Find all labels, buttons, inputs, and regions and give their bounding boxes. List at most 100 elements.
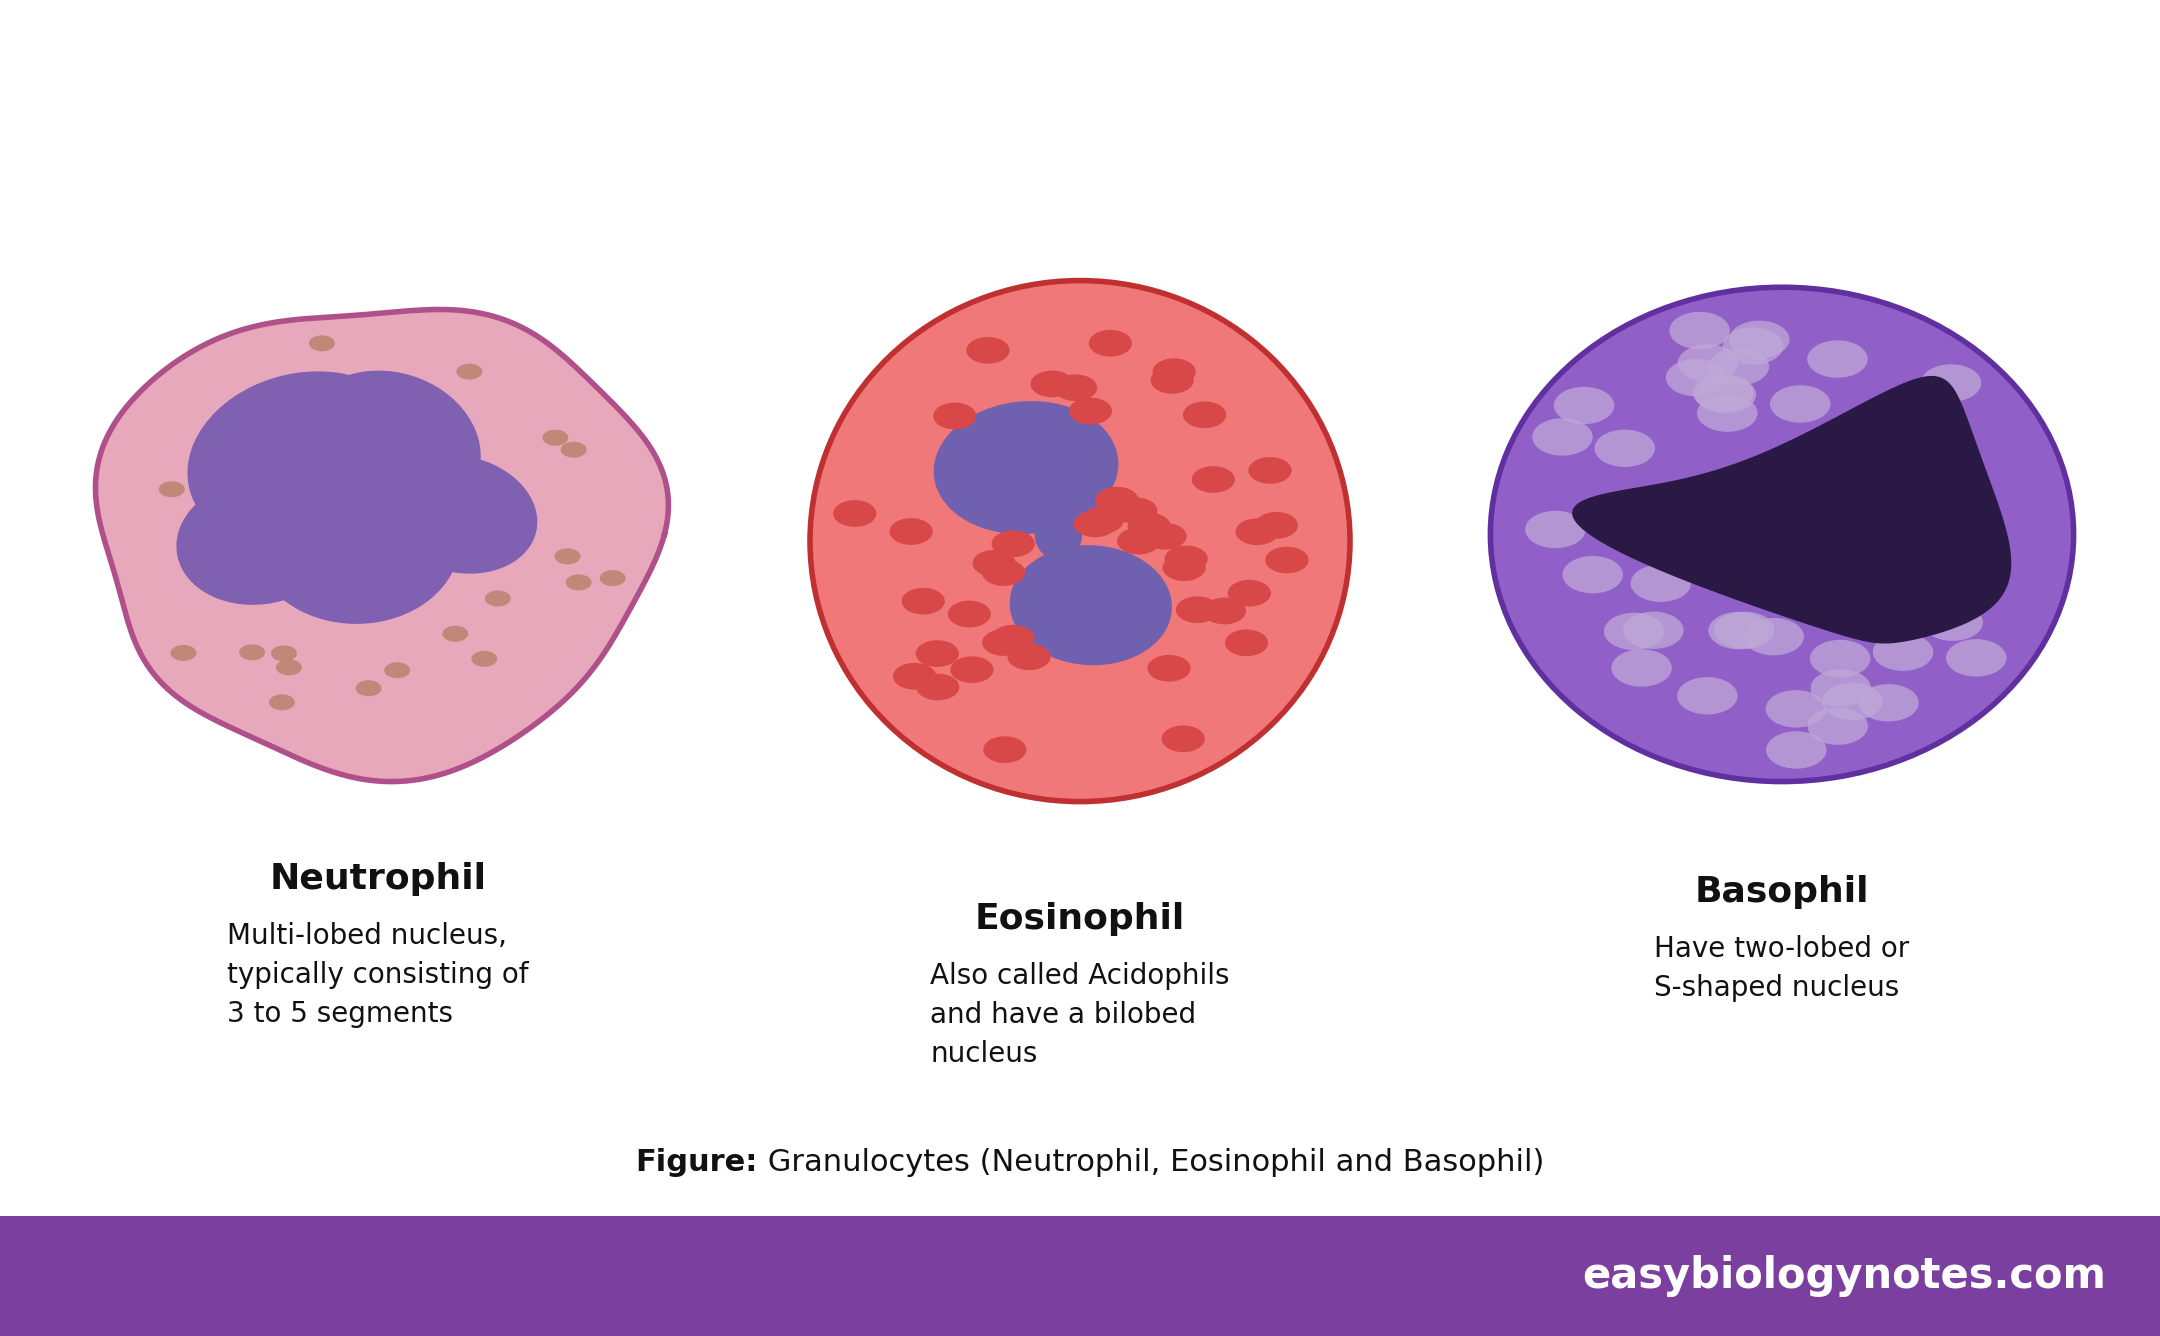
Ellipse shape xyxy=(296,370,482,525)
Circle shape xyxy=(948,601,991,628)
Circle shape xyxy=(834,500,877,526)
Circle shape xyxy=(471,651,497,667)
Circle shape xyxy=(309,335,335,351)
Circle shape xyxy=(1698,394,1758,432)
Text: Basophil: Basophil xyxy=(1696,875,1868,908)
Circle shape xyxy=(1097,492,1140,518)
Circle shape xyxy=(1080,506,1123,533)
Circle shape xyxy=(1227,580,1270,607)
Circle shape xyxy=(1808,341,1868,378)
Ellipse shape xyxy=(253,458,460,624)
Circle shape xyxy=(484,591,510,607)
Ellipse shape xyxy=(292,441,400,521)
Circle shape xyxy=(1095,486,1138,513)
Circle shape xyxy=(443,625,469,641)
Circle shape xyxy=(890,518,933,545)
Circle shape xyxy=(1236,518,1279,545)
Ellipse shape xyxy=(378,448,464,514)
Circle shape xyxy=(276,660,302,676)
Circle shape xyxy=(1709,612,1769,649)
Ellipse shape xyxy=(1490,287,2074,782)
Circle shape xyxy=(1728,321,1788,358)
Circle shape xyxy=(1693,374,1754,411)
Circle shape xyxy=(1715,612,1776,649)
Circle shape xyxy=(1631,565,1691,603)
Circle shape xyxy=(240,644,266,660)
Text: Figure: Granulocytes (Neutrophil, Eosinophil and Basophil): Figure: Granulocytes (Neutrophil, Eosino… xyxy=(635,1148,1525,1177)
Circle shape xyxy=(1225,629,1268,656)
Circle shape xyxy=(384,663,410,679)
Circle shape xyxy=(1007,644,1050,671)
Circle shape xyxy=(1069,398,1112,425)
Circle shape xyxy=(1858,684,1918,721)
Circle shape xyxy=(1151,367,1194,394)
Circle shape xyxy=(1765,691,1825,728)
Circle shape xyxy=(916,673,959,700)
Circle shape xyxy=(1117,528,1160,554)
Circle shape xyxy=(1724,327,1784,365)
Circle shape xyxy=(1531,418,1592,456)
Circle shape xyxy=(1823,683,1884,720)
Circle shape xyxy=(270,645,296,661)
Circle shape xyxy=(1143,522,1186,549)
Text: easybiologynotes.com: easybiologynotes.com xyxy=(1581,1255,2106,1297)
Circle shape xyxy=(542,430,568,446)
Circle shape xyxy=(160,481,186,497)
Circle shape xyxy=(991,530,1035,557)
Circle shape xyxy=(991,625,1035,652)
Circle shape xyxy=(1594,430,1655,468)
Circle shape xyxy=(1074,510,1117,537)
Polygon shape xyxy=(1572,377,2011,643)
Ellipse shape xyxy=(810,281,1350,802)
Circle shape xyxy=(1255,512,1298,538)
Circle shape xyxy=(1164,545,1207,572)
Circle shape xyxy=(1553,386,1614,424)
Circle shape xyxy=(1115,497,1158,524)
Circle shape xyxy=(1670,311,1730,349)
Circle shape xyxy=(270,695,296,711)
Circle shape xyxy=(1605,613,1665,651)
Circle shape xyxy=(1946,639,2007,676)
Text: Figure:: Figure: xyxy=(635,1148,758,1177)
Circle shape xyxy=(171,645,197,661)
Circle shape xyxy=(555,548,581,564)
Circle shape xyxy=(1767,731,1827,768)
Circle shape xyxy=(1562,556,1622,593)
Circle shape xyxy=(901,588,944,615)
Circle shape xyxy=(1128,513,1171,540)
Circle shape xyxy=(983,629,1026,656)
Ellipse shape xyxy=(188,371,417,550)
Circle shape xyxy=(966,337,1009,363)
Circle shape xyxy=(1873,633,1933,671)
Circle shape xyxy=(1922,604,1983,641)
Circle shape xyxy=(1030,370,1074,397)
Circle shape xyxy=(892,663,935,689)
Circle shape xyxy=(1920,365,1981,402)
Ellipse shape xyxy=(177,477,341,605)
Circle shape xyxy=(1184,401,1227,428)
Circle shape xyxy=(1147,655,1190,681)
Circle shape xyxy=(1162,725,1205,752)
Circle shape xyxy=(600,570,626,587)
Circle shape xyxy=(933,402,976,429)
Circle shape xyxy=(983,736,1026,763)
Circle shape xyxy=(1743,619,1804,656)
Circle shape xyxy=(1192,466,1236,493)
Circle shape xyxy=(1175,596,1218,623)
Circle shape xyxy=(1266,546,1309,573)
Circle shape xyxy=(1810,640,1871,677)
Text: Granulocytes (Neutrophil, Eosinophil and Basophil): Granulocytes (Neutrophil, Eosinophil and… xyxy=(758,1148,1544,1177)
Polygon shape xyxy=(95,310,667,782)
Circle shape xyxy=(1162,554,1205,581)
Circle shape xyxy=(562,442,588,458)
Circle shape xyxy=(566,574,592,591)
Text: Also called Acidophils
and have a bilobed
nucleus: Also called Acidophils and have a bilobe… xyxy=(931,962,1229,1067)
Circle shape xyxy=(1611,649,1672,687)
Circle shape xyxy=(972,550,1015,577)
Circle shape xyxy=(1810,669,1871,707)
Ellipse shape xyxy=(1009,545,1173,665)
Circle shape xyxy=(356,680,382,696)
Circle shape xyxy=(1203,597,1246,624)
Circle shape xyxy=(1678,345,1739,382)
Circle shape xyxy=(1709,347,1769,385)
